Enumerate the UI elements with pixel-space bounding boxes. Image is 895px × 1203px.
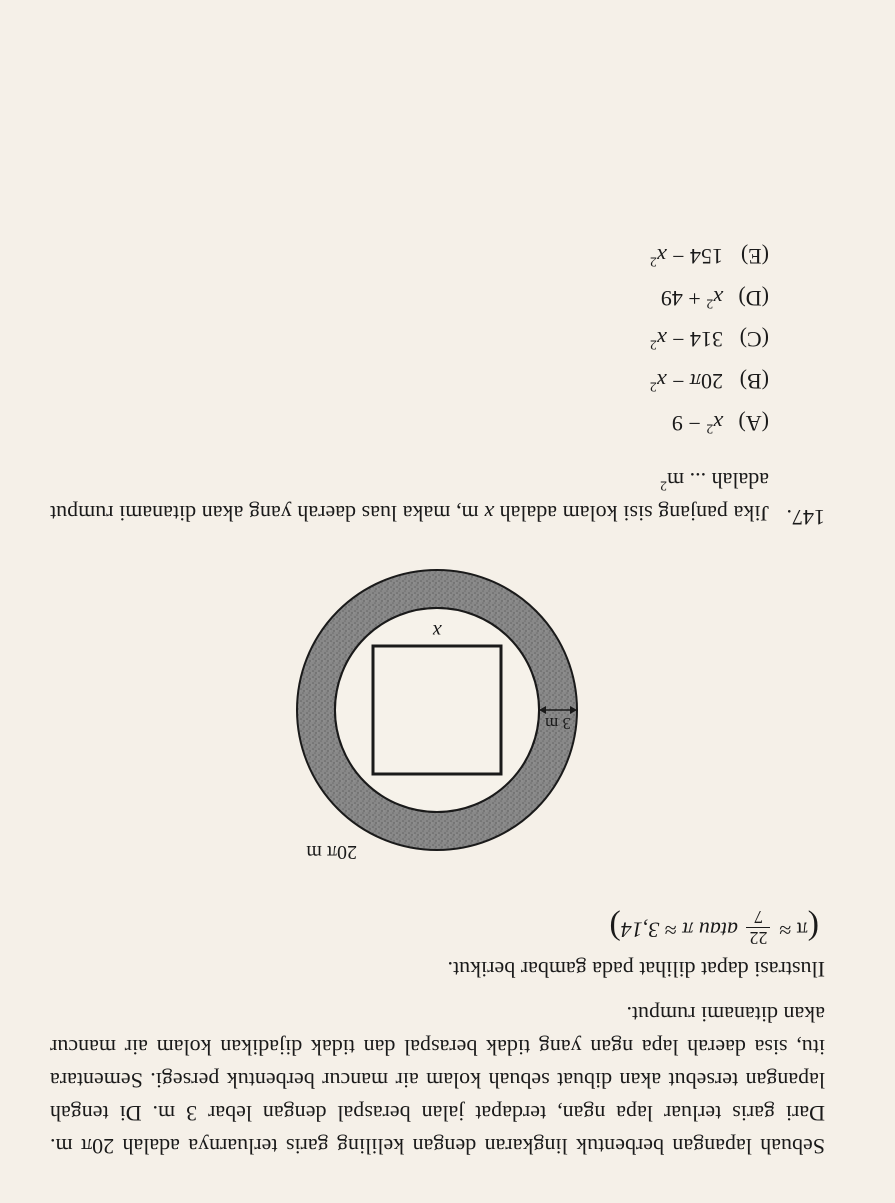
option-label: (D) [723,277,769,319]
ring-width-label: 3 m [546,714,572,733]
pi-approximation: (π ≈ 22 7 atau π ≈ 3,14) [50,908,825,947]
question-number: 147. [769,464,825,530]
option-row: (C)314 − x2 [50,319,769,361]
option-label: (B) [723,360,769,402]
pi-alt: atau π ≈ 3,14 [621,917,738,942]
option-row: (B)20π − x2 [50,360,769,402]
page-content: Sebuah lapangan berbentuk lingkaran deng… [50,235,825,1163]
circle-diagram: 3 m x 20π m [268,558,608,878]
option-text: x2 − 9 [672,402,723,444]
option-text: 154 − x2 [650,235,723,277]
answer-options: (A)x2 − 9(B)20π − x2(C)314 − x2(D)x2 + 4… [50,235,825,444]
pi-fraction: 22 7 [746,908,770,947]
option-label: (C) [723,319,769,361]
option-row: (E)154 − x2 [50,235,769,277]
illustration-note: Ilustrasi dapat dilihat pada gambar beri… [50,953,825,986]
option-row: (D)x2 + 49 [50,277,769,319]
fraction-denominator: 7 [746,908,770,927]
circumference-label: 20π m [306,841,357,863]
option-text: 314 − x2 [650,319,723,361]
fraction-numerator: 22 [746,927,770,947]
option-text: x2 + 49 [661,277,723,319]
problem-intro: Sebuah lapangan berbentuk lingkaran deng… [50,998,825,1163]
question-block: 147. Jika panjang sisi kolam adalah x m,… [50,464,825,530]
pi-prefix: π ≈ [779,917,808,942]
option-text: 20π − x2 [650,360,723,402]
option-label: (A) [723,402,769,444]
option-row: (A)x2 − 9 [50,402,769,444]
option-label: (E) [723,235,769,277]
square-side-label: x [433,620,443,642]
question-text: Jika panjang sisi kolam adalah x m, maka… [50,464,769,530]
problem-figure: 3 m x 20π m [50,558,825,878]
